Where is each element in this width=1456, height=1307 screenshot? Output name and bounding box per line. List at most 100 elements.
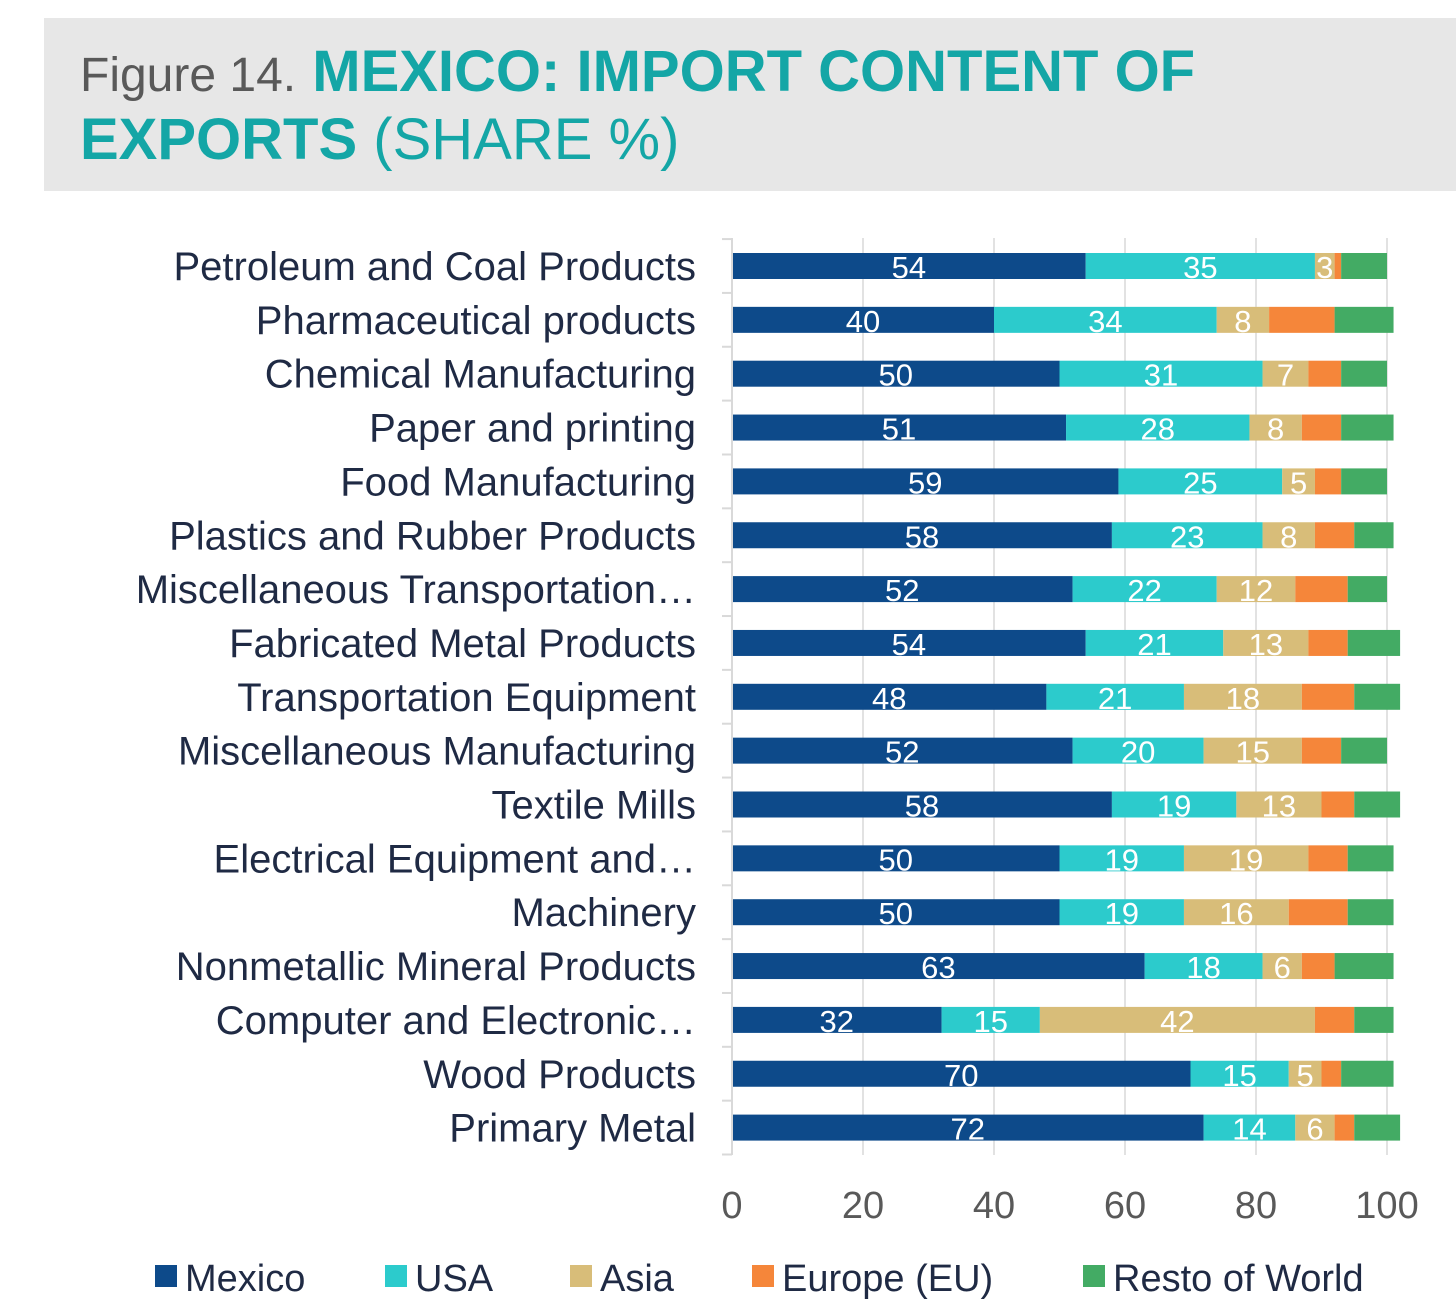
bar-resto-of-world [1341, 1060, 1394, 1087]
data-label-mexico: 32 [820, 1004, 854, 1039]
category-label: Nonmetallic Mineral Products [176, 945, 696, 989]
title-banner: Figure 14. MEXICO: IMPORT CONTENT OF EXP… [44, 18, 1456, 191]
legend-label-mexico: Mexico [185, 1258, 305, 1300]
bar-europe-eu [1308, 360, 1342, 387]
bar-asia [1223, 629, 1309, 656]
bar-asia [1236, 791, 1322, 818]
x-tick-label: 60 [1104, 1185, 1146, 1227]
bar-europe-eu [1314, 522, 1355, 549]
data-label-mexico: 51 [882, 412, 916, 447]
bar-mexico [732, 414, 1067, 441]
bar-asia [1282, 468, 1315, 495]
data-label-usa: 18 [1186, 950, 1220, 985]
bar-mexico [732, 683, 1047, 710]
legend-label-resto-of-world: Resto of World [1113, 1258, 1364, 1300]
bar-mexico [732, 1006, 942, 1033]
bar-resto-of-world [1347, 845, 1394, 872]
legend-swatch-asia [570, 1265, 592, 1287]
data-label-asia: 19 [1229, 842, 1263, 877]
data-label-usa: 34 [1088, 304, 1122, 339]
data-label-usa: 15 [1222, 1058, 1256, 1093]
category-label: Plastics and Rubber Products [169, 514, 696, 558]
data-label-usa: 25 [1183, 465, 1217, 500]
bar-usa [1066, 414, 1250, 441]
bar-resto-of-world [1354, 683, 1401, 710]
bar-europe-eu [1314, 468, 1342, 495]
category-label: Food Manufacturing [340, 460, 696, 504]
category-label: Primary Metal [449, 1107, 696, 1151]
data-label-mexico: 50 [879, 358, 913, 393]
data-label-asia: 8 [1234, 304, 1251, 339]
bar-resto-of-world [1347, 576, 1387, 603]
data-label-mexico: 58 [905, 789, 939, 824]
data-label-asia: 16 [1219, 896, 1253, 931]
bar-usa [1059, 845, 1184, 872]
bar-europe-eu [1334, 1114, 1355, 1141]
bar-mexico [732, 845, 1060, 872]
bar-usa [1059, 899, 1184, 926]
bar-mexico [732, 576, 1073, 603]
bar-mexico [732, 1060, 1191, 1087]
bar-resto-of-world [1354, 1114, 1401, 1141]
bar-usa [1072, 576, 1217, 603]
data-label-usa: 19 [1104, 896, 1138, 931]
legend-label-europe-eu: Europe (EU) [782, 1258, 993, 1300]
figure-number: Figure 14. [80, 49, 297, 102]
bar-asia [1262, 522, 1315, 549]
x-axis: 0 20 40 60 80 100 [721, 238, 1419, 1227]
bar-europe-eu [1314, 1006, 1355, 1033]
bar-mexico [732, 360, 1060, 387]
bar-resto-of-world [1347, 629, 1401, 656]
data-label-mexico: 63 [921, 950, 955, 985]
data-label-usa: 19 [1157, 789, 1191, 824]
bar-europe-eu [1288, 899, 1348, 926]
x-tick-label: 100 [1355, 1185, 1418, 1227]
legend-label-usa: USA [415, 1258, 494, 1300]
data-label-asia: 13 [1262, 789, 1296, 824]
data-label-usa: 22 [1127, 573, 1161, 608]
category-label: Miscellaneous Transportation… [136, 568, 696, 612]
bar-europe-eu [1334, 253, 1342, 279]
bar-usa [1046, 683, 1184, 710]
bar-usa [941, 1006, 1040, 1033]
bar-resto-of-world [1341, 253, 1387, 279]
bar-mexico [732, 468, 1119, 495]
bar-europe-eu [1321, 791, 1355, 818]
data-label-asia: 12 [1239, 573, 1273, 608]
category-label: Textile Mills [492, 784, 696, 828]
bar-asia [1183, 845, 1309, 872]
data-label-mexico: 52 [885, 573, 919, 608]
bars [732, 253, 1401, 1141]
bar-usa [1190, 1060, 1289, 1087]
data-label-usa: 15 [973, 1004, 1007, 1039]
bar-resto-of-world [1354, 1006, 1394, 1033]
data-label-asia: 8 [1280, 519, 1297, 554]
x-tick-label: 80 [1235, 1185, 1277, 1227]
data-label-asia: 3 [1316, 250, 1333, 285]
bar-usa [1118, 468, 1283, 495]
category-label: Petroleum and Coal Products [174, 245, 697, 289]
category-label: Computer and Electronic… [216, 999, 696, 1043]
bar-europe-eu [1301, 683, 1355, 710]
data-label-mexico: 50 [879, 896, 913, 931]
bar-asia [1039, 1006, 1315, 1033]
bar-europe-eu [1269, 306, 1335, 333]
bar-usa [1059, 360, 1263, 387]
legend-swatch-mexico [155, 1265, 177, 1287]
data-label-asia: 7 [1277, 358, 1294, 393]
data-label-mexico: 72 [951, 1112, 985, 1147]
category-labels: Petroleum and Coal Products Pharmaceutica… [136, 245, 696, 1151]
bar-usa [1072, 737, 1204, 764]
bar-asia [1216, 576, 1296, 603]
bar-asia [1183, 683, 1302, 710]
bar-asia [1314, 253, 1335, 279]
bar-europe-eu [1308, 845, 1348, 872]
bar-usa [1144, 953, 1263, 980]
bar-mexico [732, 522, 1112, 549]
bar-resto-of-world [1341, 737, 1387, 764]
data-label-usa: 20 [1121, 735, 1155, 770]
legend: Mexico USA Asia Europe (EU) Resto of World [155, 1258, 1364, 1300]
bar-asia [1295, 1114, 1335, 1141]
bar-mexico [732, 737, 1073, 764]
data-label-usa: 21 [1137, 627, 1171, 662]
